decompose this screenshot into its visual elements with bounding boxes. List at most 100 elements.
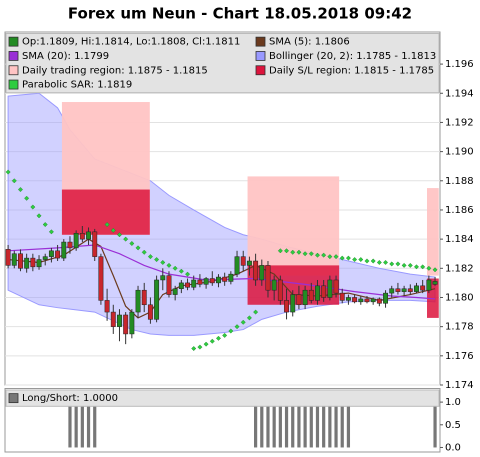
- candle-body: [11, 253, 17, 266]
- sar-point: [345, 255, 351, 261]
- sar-point: [432, 267, 438, 273]
- candle-body: [271, 279, 277, 291]
- y-tick-label: 1.184: [445, 234, 474, 245]
- y-tick-label: 1.178: [445, 322, 474, 333]
- candle-body: [345, 297, 351, 301]
- candle-body: [216, 276, 221, 284]
- candle-body: [24, 257, 30, 269]
- candle-body: [135, 289, 141, 313]
- sar-point: [321, 252, 327, 258]
- sar-point: [5, 169, 11, 175]
- bar: [334, 402, 338, 448]
- bar: [93, 402, 97, 448]
- sar-point: [36, 213, 42, 219]
- candle-body: [147, 304, 153, 320]
- candle-body: [420, 285, 426, 291]
- sar-point: [420, 264, 426, 270]
- legend-label: Bollinger (20, 2): 1.1785 - 1.1813: [269, 51, 436, 62]
- candle-body: [308, 289, 314, 301]
- candle-body: [234, 256, 240, 275]
- sar-point: [333, 254, 339, 260]
- sar-point: [284, 248, 290, 254]
- candle-body: [191, 279, 197, 288]
- sar-point: [203, 341, 209, 347]
- candle-body: [104, 300, 110, 313]
- y-tick-label: 1.182: [445, 263, 474, 274]
- legend-label: Parabolic SAR: 1.1819: [22, 80, 132, 91]
- candle-body: [228, 273, 234, 282]
- legend-swatch: [8, 51, 19, 61]
- sar-point: [234, 324, 240, 330]
- sar-point: [364, 258, 370, 264]
- candle-body: [197, 279, 203, 285]
- legend-swatch: [8, 36, 19, 47]
- candle-body: [426, 279, 432, 291]
- candle-body: [209, 278, 215, 284]
- candle-body: [117, 314, 122, 327]
- sar-point: [339, 255, 345, 261]
- sar-point: [376, 259, 382, 265]
- candle-body: [178, 282, 184, 289]
- y-tick-label: 1.196: [445, 59, 474, 70]
- candle-body: [401, 288, 407, 292]
- bar: [297, 402, 301, 448]
- bar: [284, 402, 289, 448]
- sar-point: [24, 195, 30, 201]
- candle-body: [92, 231, 98, 257]
- candle-body: [154, 279, 160, 320]
- candle-body: [253, 260, 259, 281]
- candle-body: [296, 294, 302, 306]
- legend-swatch: [255, 51, 266, 61]
- candle-body: [376, 298, 382, 304]
- legend-swatch: [8, 393, 19, 404]
- sar-point: [42, 222, 48, 228]
- candle-body: [395, 288, 401, 292]
- legend-box: [5, 33, 440, 94]
- candle-body: [110, 311, 116, 327]
- candle-body: [315, 285, 320, 301]
- candle-body: [259, 265, 265, 281]
- region: [427, 188, 439, 276]
- legend-label: SMA (20): 1.1799: [22, 51, 109, 62]
- bar: [322, 402, 326, 448]
- candle-body: [290, 294, 296, 313]
- bar: [433, 402, 437, 448]
- legend-label: Long/Short: 1.0000: [22, 393, 118, 404]
- sar-point: [296, 249, 302, 255]
- sar-point: [17, 187, 23, 193]
- legend-box: [5, 389, 440, 407]
- legend-label: Daily S/L region: 1.1815 - 1.1785: [269, 65, 434, 76]
- sar-point: [302, 251, 308, 257]
- y-tick-label: 1.194: [445, 88, 474, 99]
- sar-point: [191, 346, 197, 352]
- bar: [266, 402, 270, 448]
- sar-point: [401, 262, 407, 268]
- candle-body: [5, 249, 11, 266]
- sar-point: [358, 257, 364, 263]
- bar: [278, 402, 282, 448]
- sar-point: [11, 178, 17, 184]
- sar-point: [414, 264, 419, 270]
- candle-body: [160, 275, 166, 281]
- sar-point: [178, 268, 184, 274]
- sar-point: [277, 248, 283, 254]
- bar: [260, 402, 264, 448]
- y-tick-label: 1.192: [445, 117, 474, 128]
- candle-body: [55, 250, 61, 259]
- candle-body: [61, 241, 67, 259]
- legend-label: SMA (5): 1.1806: [269, 37, 350, 48]
- bar: [86, 402, 91, 448]
- sar-point: [370, 258, 376, 264]
- y-tick-label: 1.188: [445, 176, 474, 187]
- bar: [74, 402, 78, 448]
- sar-point: [327, 254, 333, 260]
- candle-body: [172, 288, 178, 295]
- candle-body: [352, 297, 358, 303]
- sar-point: [172, 265, 178, 271]
- candle-body: [123, 314, 129, 335]
- candle-body: [284, 300, 289, 313]
- candle-body: [30, 257, 36, 268]
- bar: [328, 402, 332, 448]
